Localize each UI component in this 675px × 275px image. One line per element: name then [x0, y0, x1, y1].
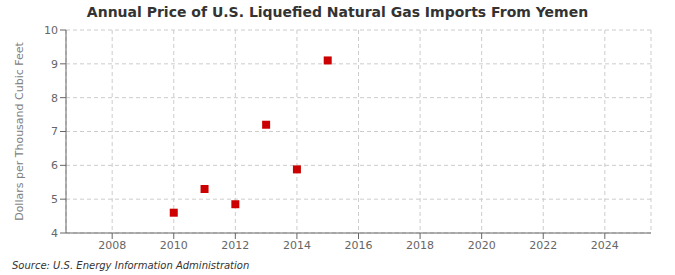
- svg-text:2022: 2022: [529, 239, 557, 252]
- svg-text:8: 8: [51, 92, 58, 105]
- svg-text:2014: 2014: [283, 239, 311, 252]
- svg-text:2016: 2016: [345, 239, 373, 252]
- svg-text:7: 7: [51, 125, 58, 138]
- svg-text:10: 10: [44, 24, 58, 37]
- svg-text:2010: 2010: [160, 239, 188, 252]
- svg-text:6: 6: [51, 159, 58, 172]
- svg-text:4: 4: [51, 227, 58, 240]
- svg-text:5: 5: [51, 193, 58, 206]
- svg-text:2024: 2024: [591, 239, 619, 252]
- svg-text:2008: 2008: [98, 239, 126, 252]
- svg-text:9: 9: [51, 58, 58, 71]
- html-text:Source: U.S. Energy Informatio: Source: U.S. Energy Information Administ…: [12, 260, 250, 271]
- svg-text:Dollars per Thousand Cubic Fee: Dollars per Thousand Cubic Feet: [13, 41, 26, 220]
- html-text:Annual Price of U.S. Liquefied: Annual Price of U.S. Liquefied Natural G…: [86, 4, 589, 20]
- svg-text:2020: 2020: [468, 239, 496, 252]
- svg-text:2018: 2018: [406, 239, 434, 252]
- svg-text:2012: 2012: [221, 239, 249, 252]
